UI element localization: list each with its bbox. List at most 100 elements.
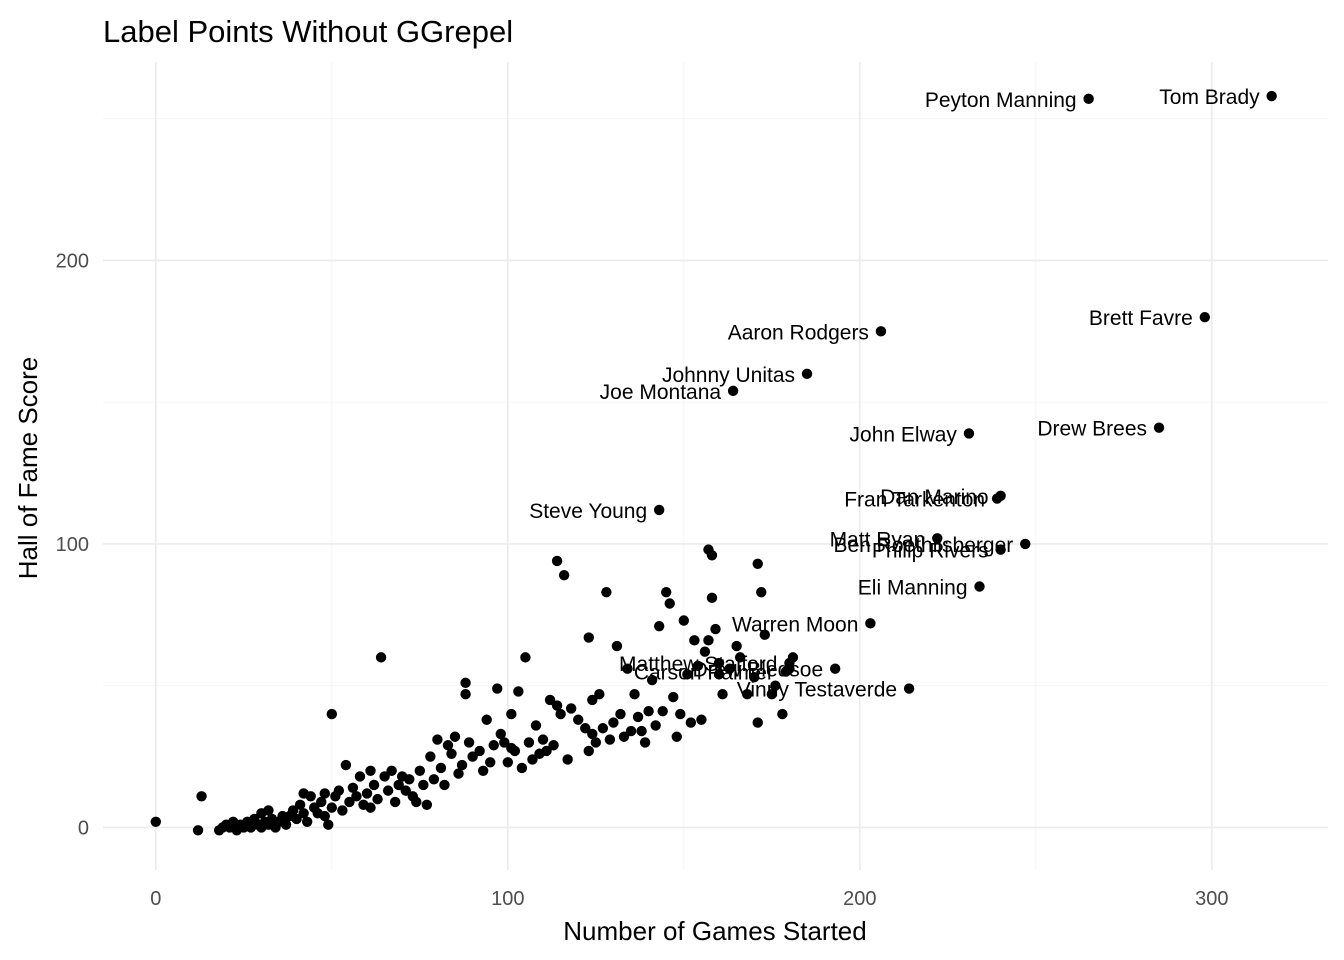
data-point: [731, 640, 742, 652]
point-label: Philip Rivers: [872, 540, 989, 563]
data-point: [425, 751, 436, 762]
data-point: [460, 677, 471, 689]
x-tick-label: 100: [491, 888, 524, 910]
data-point: [777, 708, 788, 720]
data-point: [298, 808, 309, 819]
data-point: [150, 816, 162, 828]
data-point: [587, 694, 598, 706]
data-point: [717, 689, 728, 700]
grid: [103, 62, 1328, 870]
point-label: Peyton Manning: [925, 89, 1077, 112]
data-point: [492, 683, 503, 694]
point-label: Matthew Stafford: [619, 653, 777, 676]
labeled-data-point: [903, 683, 915, 694]
data-point: [280, 819, 292, 830]
data-point: [689, 635, 700, 646]
point-label: Johnny Unitas: [662, 364, 795, 387]
point-label: Drew Brees: [1037, 418, 1147, 441]
data-point: [530, 720, 542, 731]
data-point: [463, 737, 475, 748]
data-point: [287, 805, 299, 816]
data-point: [449, 731, 461, 742]
y-axis-title: Hall of Fame Score: [13, 357, 43, 580]
data-point: [326, 708, 338, 720]
data-point: [678, 615, 690, 626]
data-point: [305, 791, 316, 802]
labeled-data-point: [865, 618, 876, 629]
data-point: [590, 737, 602, 748]
data-point: [323, 819, 334, 830]
data-point: [386, 765, 397, 776]
point-label: Carson Palmer: [634, 662, 774, 685]
point-label: Fran Tarkenton: [844, 489, 985, 512]
data-point: [756, 586, 767, 598]
data-point: [446, 748, 457, 759]
data-point: [562, 754, 573, 765]
data-point: [766, 689, 778, 700]
labeled-data-point: [1020, 538, 1031, 550]
point-label: Matt Ryan: [830, 528, 926, 551]
y-tick-label: 100: [56, 534, 89, 556]
labeled-data-point: [653, 504, 665, 516]
data-point: [372, 793, 383, 805]
labeled-data-point: [991, 493, 1003, 504]
data-point: [710, 623, 721, 635]
point-labels: Tom Brady Peyton Manning Brett Favre Aaron …: [529, 86, 1260, 702]
x-tick-label: 0: [150, 888, 161, 910]
data-point: [488, 740, 499, 751]
labeled-data-point: [1083, 93, 1094, 105]
data-point: [368, 779, 380, 791]
data-point: [347, 782, 359, 793]
data-point: [671, 731, 682, 742]
data-point: [618, 731, 630, 742]
labeled-data-point: [801, 368, 813, 380]
data-point: [629, 689, 640, 700]
data-point: [428, 774, 440, 785]
data-point: [657, 706, 668, 717]
data-point: [601, 586, 612, 598]
data-point: [625, 725, 637, 737]
labeled-data-point: [1199, 311, 1210, 323]
data-point: [706, 550, 718, 561]
point-label: Drew Bledsoe: [692, 659, 823, 682]
data-point: [650, 720, 661, 731]
data-point: [382, 785, 394, 796]
data-point: [675, 708, 686, 720]
data-point: [741, 689, 753, 700]
data-point: [365, 802, 376, 813]
data-point: [706, 592, 718, 604]
data-point: [453, 768, 464, 779]
data-point: [354, 771, 366, 782]
point-label: Brett Favre: [1089, 307, 1193, 330]
data-point: [379, 771, 390, 782]
y-tick-label: 200: [56, 250, 89, 272]
data-point: [724, 663, 735, 674]
data-point: [541, 745, 552, 757]
data-point: [692, 660, 704, 672]
data-point: [752, 558, 763, 570]
data-point: [442, 740, 454, 751]
point-label: Aaron Rodgers: [728, 321, 869, 344]
data-point: [597, 723, 609, 734]
labeled-data-point: [932, 533, 943, 544]
data-point: [421, 799, 433, 810]
data-point: [622, 663, 633, 674]
data-point: [615, 708, 626, 720]
data-point: [759, 629, 770, 640]
labeled-data-point: [1266, 90, 1277, 102]
data-point: [734, 652, 746, 663]
data-point: [594, 689, 605, 700]
point-label: Steve Young: [529, 500, 647, 523]
data-point: [611, 640, 623, 652]
data-point: [565, 703, 577, 714]
labeled-data-point: [727, 385, 739, 397]
data-point: [551, 700, 563, 711]
data-point: [411, 796, 422, 808]
data-point: [316, 796, 327, 808]
data-point: [439, 779, 450, 791]
point-label: John Elway: [850, 423, 958, 446]
x-tick-label: 300: [1195, 888, 1228, 910]
data-point: [636, 725, 647, 737]
data-point: [481, 714, 492, 725]
data-point: [404, 774, 415, 785]
